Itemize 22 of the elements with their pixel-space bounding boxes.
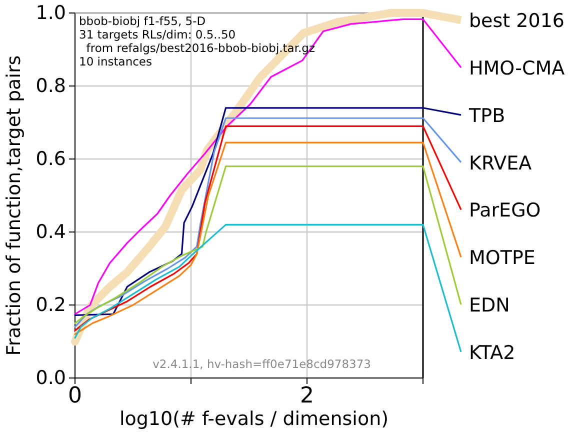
text: HMO-CMA (469, 58, 565, 80)
y-tick-label: 0.0 (36, 367, 66, 390)
y-tick-label: 0.8 (36, 75, 66, 98)
annotation: v2.4.1.1, hv-hash=ff0e71e8cd978373 (152, 357, 371, 371)
y-tick-label: 1.0 (36, 2, 66, 24)
x-tick-label: 0 (68, 384, 82, 409)
legend-label: TPB (468, 104, 506, 127)
text: KTA2 (469, 342, 516, 364)
annotation: bbob-biobj f1-f55, 5-D (79, 14, 206, 28)
annotation: 31 targets RLs/dim: 0.5..50 (79, 28, 236, 42)
legend-label: best 2016 (469, 10, 564, 32)
text: EDN (469, 294, 510, 317)
text: ParEGO (469, 200, 541, 222)
annotation: 10 instances (79, 54, 152, 68)
y-tick-label: 0.2 (36, 294, 66, 316)
text: KRVEA (469, 152, 532, 174)
y-axis-title: Fraction of function,target pairs (3, 55, 25, 356)
text: MOTPE (469, 247, 536, 270)
y-tick-label: 0.6 (36, 148, 66, 170)
x-axis-title: log10(# f-evals / dimension) (119, 408, 389, 430)
y-tick-label: 0.4 (36, 221, 66, 244)
x-tick-label: 2 (300, 384, 314, 409)
